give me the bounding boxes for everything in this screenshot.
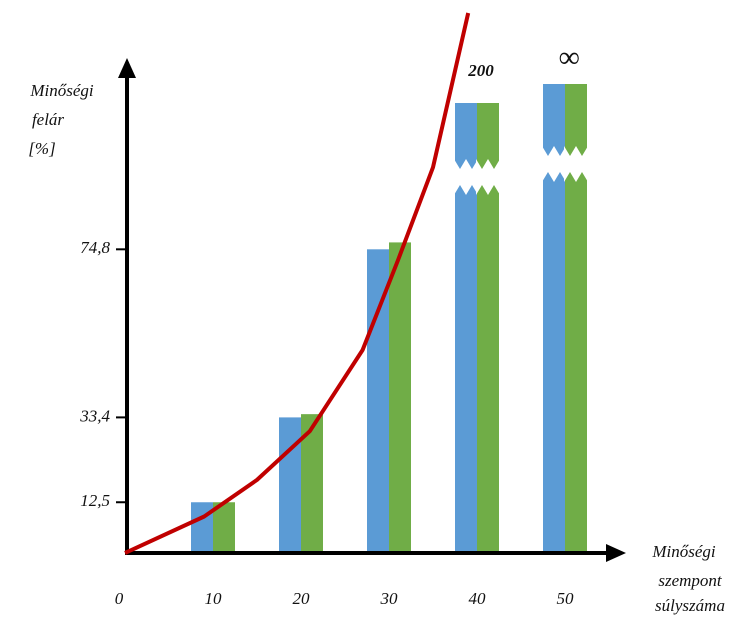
bar-break — [476, 159, 500, 195]
bar — [477, 103, 499, 551]
bar — [279, 417, 301, 551]
bar — [565, 84, 587, 551]
x-label: szempont — [658, 571, 723, 590]
y-label: felár — [32, 110, 64, 129]
y-tick-label: 33,4 — [79, 406, 110, 425]
y-label: [%] — [28, 139, 55, 158]
y-label: Minőségi — [29, 81, 94, 100]
bar — [191, 502, 213, 551]
y-tick-label: 74,8 — [80, 238, 110, 257]
y-axis-arrow — [118, 58, 136, 78]
trend-curve — [124, 12, 471, 555]
x-tick-label: 40 — [469, 589, 487, 608]
x-label: Minőségi — [651, 542, 716, 561]
x-axis-arrow — [606, 544, 626, 562]
value-label: ∞ — [558, 41, 579, 74]
y-tick-label: 12,5 — [80, 491, 110, 510]
bar-break — [564, 146, 588, 182]
bar-break — [454, 159, 478, 195]
value-label: 200 — [467, 61, 494, 80]
x-label: súlyszáma — [655, 596, 725, 615]
bar — [543, 84, 565, 551]
bar — [301, 414, 323, 551]
bar — [213, 502, 235, 551]
bar — [455, 103, 477, 551]
x-tick-label: 20 — [293, 589, 311, 608]
x-tick-label: 30 — [380, 589, 399, 608]
x-tick-label: 50 — [557, 589, 575, 608]
x-tick-label: 0 — [115, 589, 124, 608]
x-tick-label: 10 — [205, 589, 223, 608]
bar — [389, 242, 411, 551]
bar-break — [542, 146, 566, 182]
